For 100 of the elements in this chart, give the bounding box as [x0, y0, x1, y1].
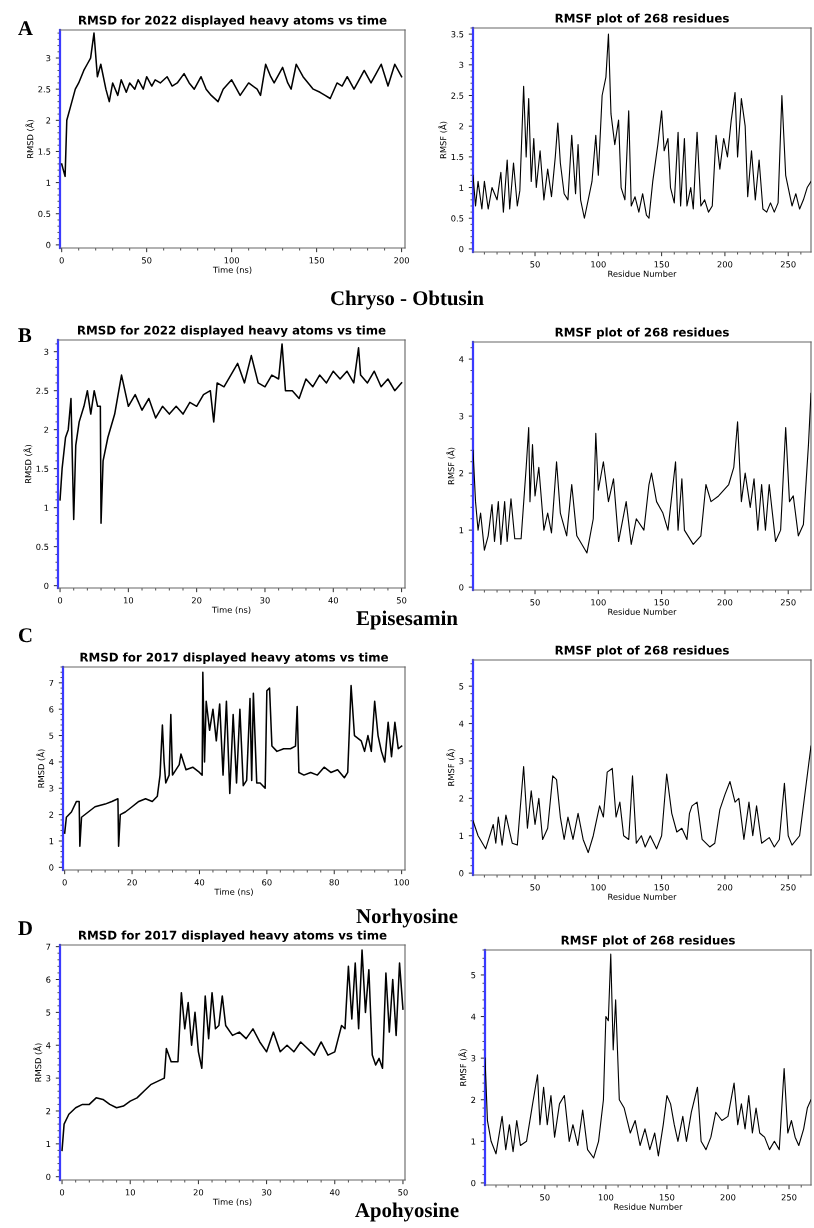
- x-tick-label: 100: [591, 599, 606, 606]
- y-tick-label: 1: [46, 179, 51, 186]
- y-axis-title: RMSF (Å): [458, 1049, 468, 1086]
- chart-title: RMSD for 2022 displayed heavy atoms vs time: [78, 325, 386, 337]
- x-tick-label: 200: [720, 1194, 736, 1201]
- chart-title: RMSD for 2017 displayed heavy atoms vs time: [80, 652, 388, 664]
- line-series: [473, 33, 811, 219]
- y-tick-label: 3: [459, 413, 464, 420]
- x-tick-label: 50: [530, 261, 540, 268]
- text: Chryso - Obtusin: [331, 290, 484, 310]
- x-tick-label: 0: [57, 597, 63, 604]
- y-tick-label: 2: [471, 1096, 476, 1103]
- chart-title: RMSF plot of 268 residues: [561, 935, 735, 947]
- y-tick-label: 1.5: [38, 148, 51, 155]
- x-tick-label: 50: [530, 884, 540, 891]
- x-tick-label: 40: [194, 879, 205, 886]
- y-axis-title: RMSD (Å): [25, 119, 35, 158]
- y-tick-label: 0: [49, 864, 54, 871]
- y-tick-label: 0: [44, 582, 49, 589]
- y-tick-label: 2: [459, 795, 464, 802]
- y-tick-label: 3: [459, 757, 464, 765]
- y-tick-label: 6: [46, 976, 51, 983]
- y-tick-label: 0: [46, 1173, 51, 1180]
- y-tick-label: 5: [471, 972, 476, 979]
- x-tick-label: 250: [780, 884, 796, 891]
- y-tick-label: 0: [471, 1179, 476, 1187]
- x-tick-label: 250: [780, 599, 796, 606]
- x-axis-title: Residue Number: [614, 1203, 683, 1210]
- x-axis-title: Residue Number: [608, 893, 677, 900]
- y-tick-label: 0.5: [38, 210, 51, 218]
- y-tick-label: 3: [471, 1055, 476, 1062]
- y-axis-title: RMSD (Å): [23, 444, 33, 483]
- y-tick-label: 2: [46, 1107, 51, 1115]
- line-series: [63, 671, 403, 848]
- y-tick-label: 3: [44, 348, 49, 355]
- line-series: [59, 343, 403, 525]
- x-tick-label: 100: [591, 261, 606, 268]
- x-tick-label: 150: [309, 257, 325, 264]
- x-tick-label: 50: [396, 597, 407, 604]
- x-tick-label: 50: [540, 1194, 550, 1201]
- x-tick-label: 0: [59, 1189, 65, 1196]
- y-tick-label: 4: [49, 759, 54, 766]
- y-tick-label: 1: [459, 832, 464, 839]
- y-tick-label: 1: [49, 838, 54, 845]
- x-tick-label: 50: [398, 1189, 408, 1196]
- x-tick-label: 100: [224, 257, 240, 264]
- x-tick-label: 10: [125, 1189, 135, 1196]
- y-tick-label: 0: [459, 870, 464, 877]
- x-tick-label: 20: [127, 879, 137, 886]
- x-axis-title: Residue Number: [608, 270, 677, 277]
- y-tick-label: 0.5: [451, 215, 464, 222]
- line-series: [473, 745, 811, 854]
- x-tick-label: 150: [654, 884, 670, 891]
- line-series: [473, 392, 811, 554]
- x-tick-label: 100: [591, 884, 606, 891]
- x-tick-label: 20: [191, 597, 202, 604]
- y-tick-label: 4: [459, 720, 464, 727]
- y-tick-label: 3: [46, 55, 51, 62]
- x-tick-label: 200: [394, 257, 409, 264]
- chart-title: RMSD for 2022 displayed heavy atoms vs time: [79, 15, 387, 27]
- y-tick-label: 1: [46, 1140, 51, 1148]
- text: Apohyosine: [355, 1202, 459, 1222]
- y-axis-title: RMSF (Å): [446, 749, 456, 786]
- y-tick-label: 0: [46, 241, 51, 249]
- y-axis-title: RMSF (Å): [446, 447, 456, 485]
- y-tick-label: 1: [44, 504, 49, 511]
- y-axis-title: RMSD (Å): [33, 1043, 43, 1082]
- chart-title: RMSF plot of 268 residues: [555, 13, 729, 25]
- y-tick-label: 1: [459, 184, 464, 191]
- x-tick-label: 250: [781, 1194, 797, 1201]
- y-tick-label: 2: [49, 811, 54, 818]
- chart-title: RMSF plot of 268 residues: [555, 645, 729, 657]
- y-tick-label: 7: [49, 679, 54, 686]
- y-tick-label: 5: [46, 1009, 51, 1016]
- text: D: [18, 921, 32, 936]
- text: Norhyosine: [356, 908, 458, 928]
- x-tick-label: 0: [59, 257, 64, 264]
- y-tick-label: 0.5: [36, 543, 49, 550]
- x-tick-label: 20: [193, 1189, 204, 1196]
- y-tick-label: 3: [459, 61, 464, 69]
- y-tick-label: 0: [459, 245, 464, 253]
- y-tick-label: 2: [459, 470, 464, 477]
- x-tick-label: 200: [717, 599, 733, 606]
- y-tick-label: 2.5: [38, 86, 51, 93]
- x-tick-label: 60: [262, 879, 272, 886]
- y-tick-label: 0: [459, 584, 464, 591]
- y-tick-label: 4: [46, 1042, 51, 1049]
- y-axis-title: RMSF (Å): [438, 121, 448, 159]
- x-axis-title: Time (ns): [211, 606, 251, 614]
- text: A: [18, 21, 33, 36]
- text: Episesamin: [356, 610, 458, 630]
- x-axis-title: Time (ns): [212, 1198, 252, 1206]
- y-tick-label: 5: [49, 732, 54, 739]
- y-tick-label: 4: [459, 356, 464, 363]
- y-tick-label: 5: [459, 683, 464, 690]
- y-tick-label: 6: [49, 706, 54, 713]
- x-tick-label: 150: [654, 599, 670, 606]
- x-tick-label: 100: [394, 879, 410, 886]
- x-tick-label: 30: [261, 1189, 272, 1196]
- y-tick-label: 3: [49, 785, 54, 792]
